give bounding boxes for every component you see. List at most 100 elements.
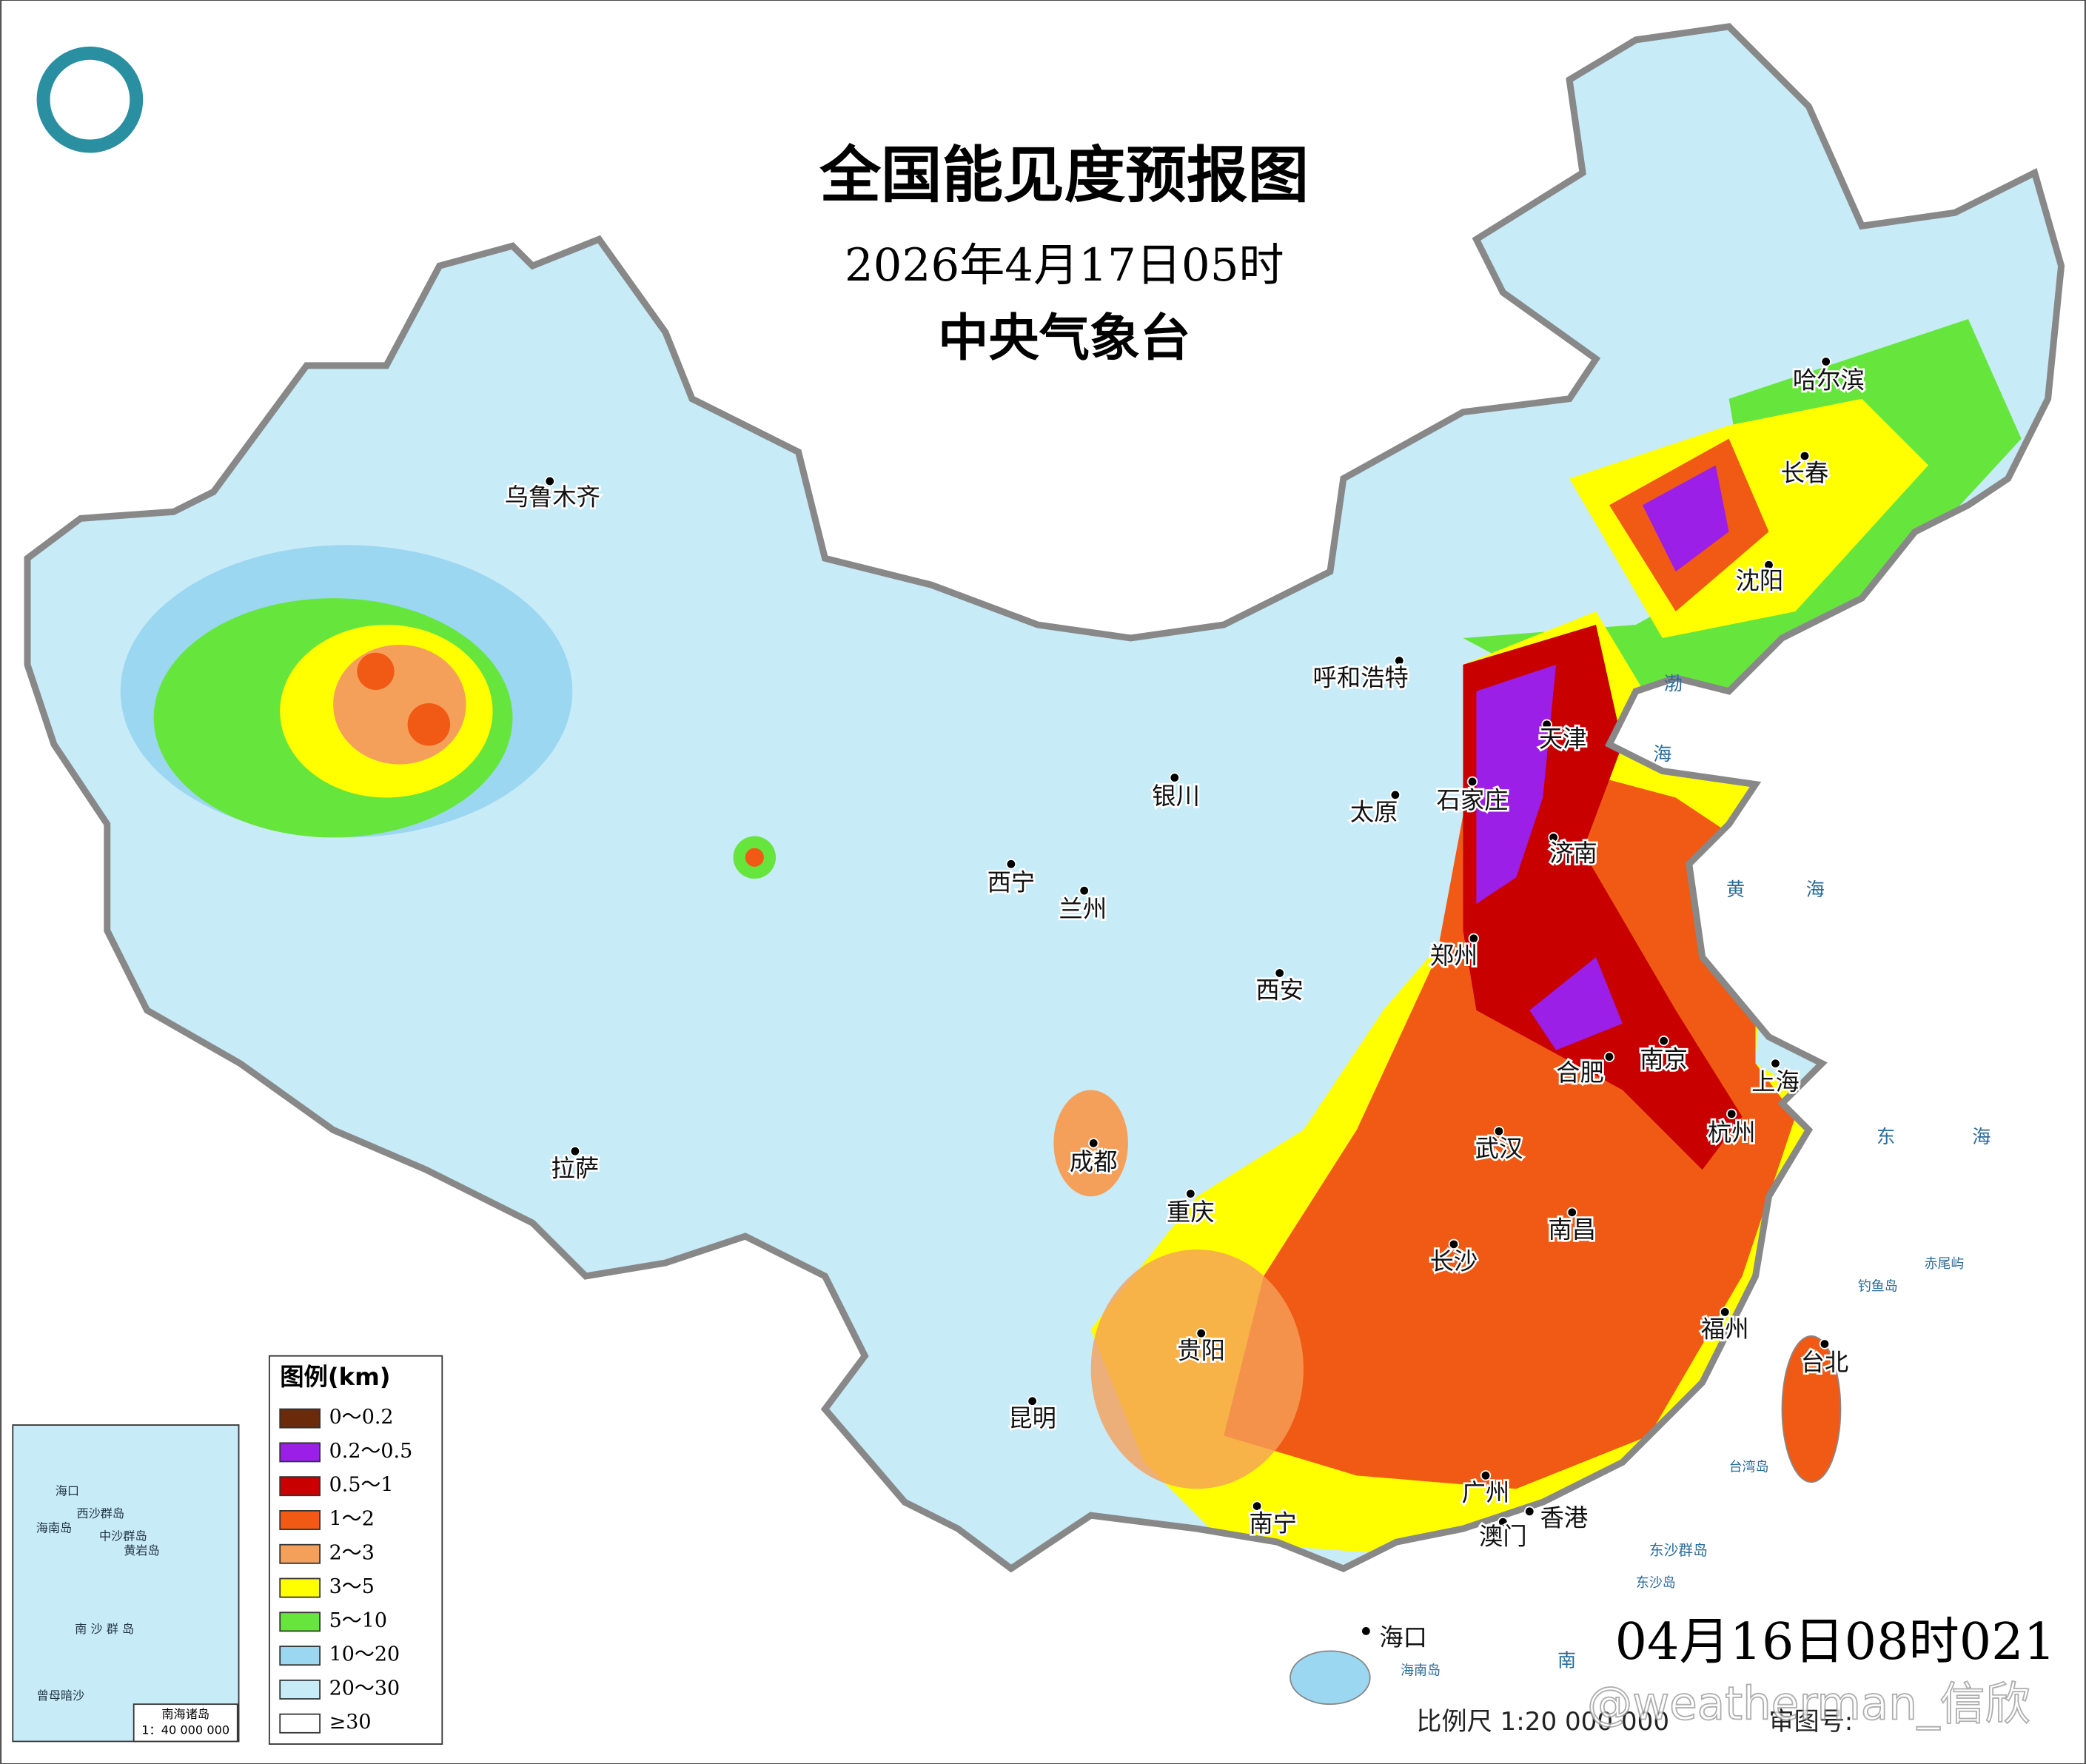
inset-label: 海南岛 [36,1521,72,1535]
legend-swatch [279,1408,321,1429]
city-dot [1274,967,1285,979]
city-dot [544,475,555,487]
legend-swatch [279,1679,321,1700]
watermark: @weatherman_信欣 [1587,1677,2030,1730]
place-label: 东沙岛 [1636,1575,1676,1591]
inset-label: 黄岩岛 [124,1543,159,1557]
city-label: 海口 [1379,1623,1427,1651]
city-label: 石家庄 [1437,786,1509,814]
taiwan [1781,1335,1842,1483]
city-label: 贵阳 [1177,1336,1225,1364]
legend-swatch [279,1612,321,1632]
city-dot [1819,1338,1831,1349]
city-dot [1195,1327,1207,1339]
place-label: 东沙群岛 [1649,1542,1708,1559]
city-dot [1251,1500,1263,1512]
city-label: 长春 [1781,459,1829,487]
city-dot [1394,655,1405,666]
city-dot [1448,1238,1460,1250]
city-dot [1820,356,1831,367]
logo-inner [50,59,130,140]
place-label: 海南岛 [1401,1663,1441,1678]
city-dot [1005,859,1017,870]
city-dot [1799,450,1811,462]
legend-label: 20～30 [329,1677,400,1700]
place-label: 黄 [1726,879,1745,900]
legend-swatch [279,1713,321,1734]
city-label: 南昌 [1548,1215,1596,1244]
legend-label: 3～5 [329,1575,375,1598]
place-label: 赤尾屿 [1925,1256,1965,1272]
city-label: 重庆 [1167,1198,1215,1227]
city-dot [1480,1470,1492,1481]
city-label: 香港 [1540,1504,1589,1532]
city-label: 上海 [1751,1068,1800,1096]
place-label: 钓鱼岛 [1858,1278,1898,1294]
city-label: 合肥 [1556,1059,1604,1087]
legend-label: 0～0.2 [329,1406,394,1429]
legend-label: 0.2～0.5 [329,1440,413,1463]
city-label: 呼和浩特 [1313,664,1409,692]
city-label: 银川 [1152,782,1200,810]
city-dot [1770,1058,1781,1069]
legend-title: 图例(km) [280,1363,390,1391]
city-dot [1027,1395,1038,1406]
legend-label: 0.5～1 [329,1474,394,1497]
inset-label: 南 沙 群 岛 [75,1622,134,1636]
city-dot [1541,719,1552,730]
valid-time: 2026年4月17日05时 [845,239,1284,292]
legend-swatch [279,1476,321,1497]
city-label: 沈阳 [1736,567,1784,595]
legend-label: 5～10 [329,1609,387,1632]
place-label: 东 [1877,1126,1895,1147]
place-label: 南 [1557,1650,1576,1671]
inset-label: 海口 [56,1483,79,1498]
legend-label: ≥30 [329,1711,372,1734]
city-label: 广州 [1462,1478,1510,1506]
inset-scale-box [133,1703,238,1743]
city-dot [1088,1138,1099,1149]
inset-frame [12,1424,240,1743]
city-dot [1361,1626,1372,1637]
city-label: 天津 [1539,725,1587,753]
city-dot [1389,789,1401,801]
city-label: 成都 [1070,1147,1118,1176]
place-label: 海 [1653,743,1671,765]
city-dot [1566,1207,1577,1218]
city-label: 西宁 [987,868,1036,896]
legend-swatch [279,1543,321,1564]
place-label: 海 [1806,879,1825,900]
inset-label: 中沙群岛 [99,1529,147,1543]
city-dot [1169,772,1180,783]
city-label: 杭州 [1708,1119,1756,1147]
inset-scale: 1：40 000 000 [141,1723,229,1737]
legend-label: 2～3 [329,1541,375,1564]
city-dot [1493,1126,1505,1137]
city-label: 南宁 [1249,1509,1297,1537]
city-dot [1603,1051,1615,1062]
city-label: 兰州 [1059,895,1107,923]
city-dot [1079,885,1090,896]
city-dot [569,1145,581,1157]
city-label: 澳门 [1479,1523,1527,1551]
city-dot [1658,1035,1669,1047]
legend-label: 10～20 [329,1643,400,1666]
scale: 比例尺 1:20 000 000 [1416,1707,1669,1737]
city-dot [1726,1108,1737,1120]
approval: 审图号: [1768,1707,1853,1737]
inset-title: 南海诸岛 [161,1707,209,1721]
legend-swatch [279,1510,321,1530]
city-dot [1468,933,1480,945]
city-label: 哈尔滨 [1793,366,1865,394]
legend-label: 1～2 [329,1507,375,1530]
inset-label: 西沙群岛 [76,1506,124,1520]
place-label: 海 [1972,1126,1991,1147]
city-label: 福州 [1701,1315,1749,1344]
inset-label: 曾母暗沙 [37,1688,85,1703]
city-dot [1498,1516,1509,1528]
city-label: 台北 [1801,1348,1849,1376]
city-dot [1720,1307,1731,1318]
title: 全国能见度预报图 [819,140,1309,211]
legend-swatch [279,1577,321,1598]
